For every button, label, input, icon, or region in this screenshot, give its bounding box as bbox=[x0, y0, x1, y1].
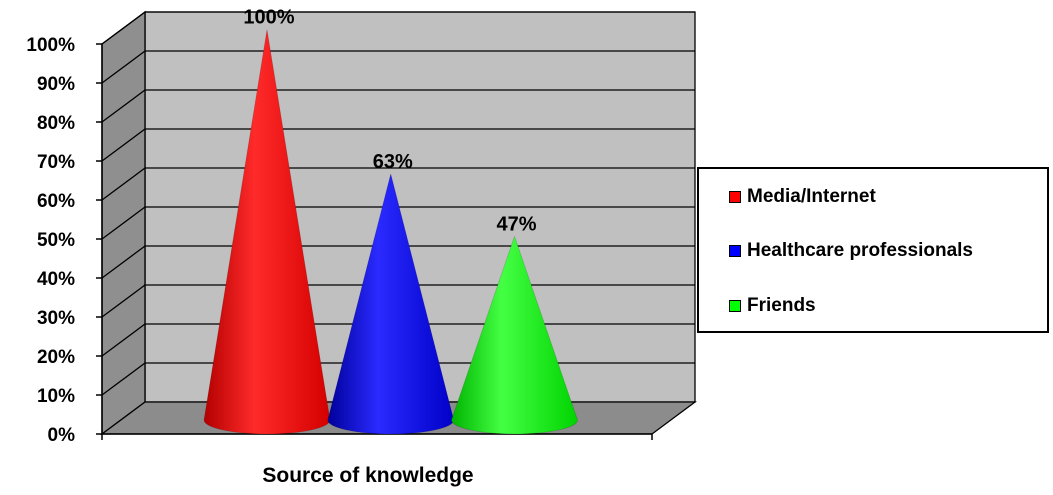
y-tick-labels: 0% 10% 20% 30% 40% 50% 60% 70% 80% 90% 100% bbox=[26, 35, 75, 446]
legend-label: Healthcare professionals bbox=[747, 240, 973, 261]
y-tick-label: 20% bbox=[37, 347, 75, 368]
gridline bbox=[101, 167, 695, 201]
y-tick-label: 100% bbox=[26, 35, 75, 56]
cone-body bbox=[327, 173, 455, 435]
gridlines bbox=[101, 11, 695, 396]
y-tick-label: 10% bbox=[37, 386, 75, 407]
cone-1 bbox=[327, 173, 455, 435]
legend-label: Friends bbox=[747, 295, 816, 316]
y-tick-label: 50% bbox=[37, 230, 75, 251]
legend: Media/Internet Healthcare professionals … bbox=[697, 167, 1049, 333]
cone-body bbox=[203, 29, 331, 435]
cones bbox=[203, 29, 578, 435]
axes bbox=[96, 43, 653, 440]
data-labels: 100% 63% 47% bbox=[243, 7, 536, 236]
cone-2 bbox=[451, 235, 578, 435]
legend-item-media-internet: Media/Internet bbox=[729, 186, 876, 208]
y-tick-label: 90% bbox=[37, 74, 75, 95]
legend-item-healthcare-professionals: Healthcare professionals bbox=[729, 240, 973, 262]
data-label: 63% bbox=[373, 151, 413, 173]
gridline bbox=[101, 89, 695, 123]
legend-swatch bbox=[729, 300, 741, 312]
data-label: 100% bbox=[243, 7, 294, 29]
legend-swatch bbox=[729, 191, 741, 203]
legend-swatch bbox=[729, 245, 741, 257]
y-tick-label: 40% bbox=[37, 269, 75, 290]
x-axis-title: Source of knowledge bbox=[262, 464, 473, 487]
cone-body bbox=[451, 235, 578, 435]
y-tick-label: 0% bbox=[48, 425, 76, 446]
gridline bbox=[101, 11, 695, 45]
gridline bbox=[101, 206, 695, 240]
legend-label: Media/Internet bbox=[747, 186, 876, 207]
y-tick-label: 30% bbox=[37, 308, 75, 329]
gridline bbox=[101, 128, 695, 162]
y-tick-label: 80% bbox=[37, 113, 75, 134]
y-tick-label: 60% bbox=[37, 191, 75, 212]
gridline bbox=[101, 50, 695, 84]
data-label: 47% bbox=[496, 213, 536, 235]
cone-0 bbox=[203, 29, 331, 435]
y-tick-label: 70% bbox=[37, 152, 75, 173]
legend-item-friends: Friends bbox=[729, 295, 816, 317]
